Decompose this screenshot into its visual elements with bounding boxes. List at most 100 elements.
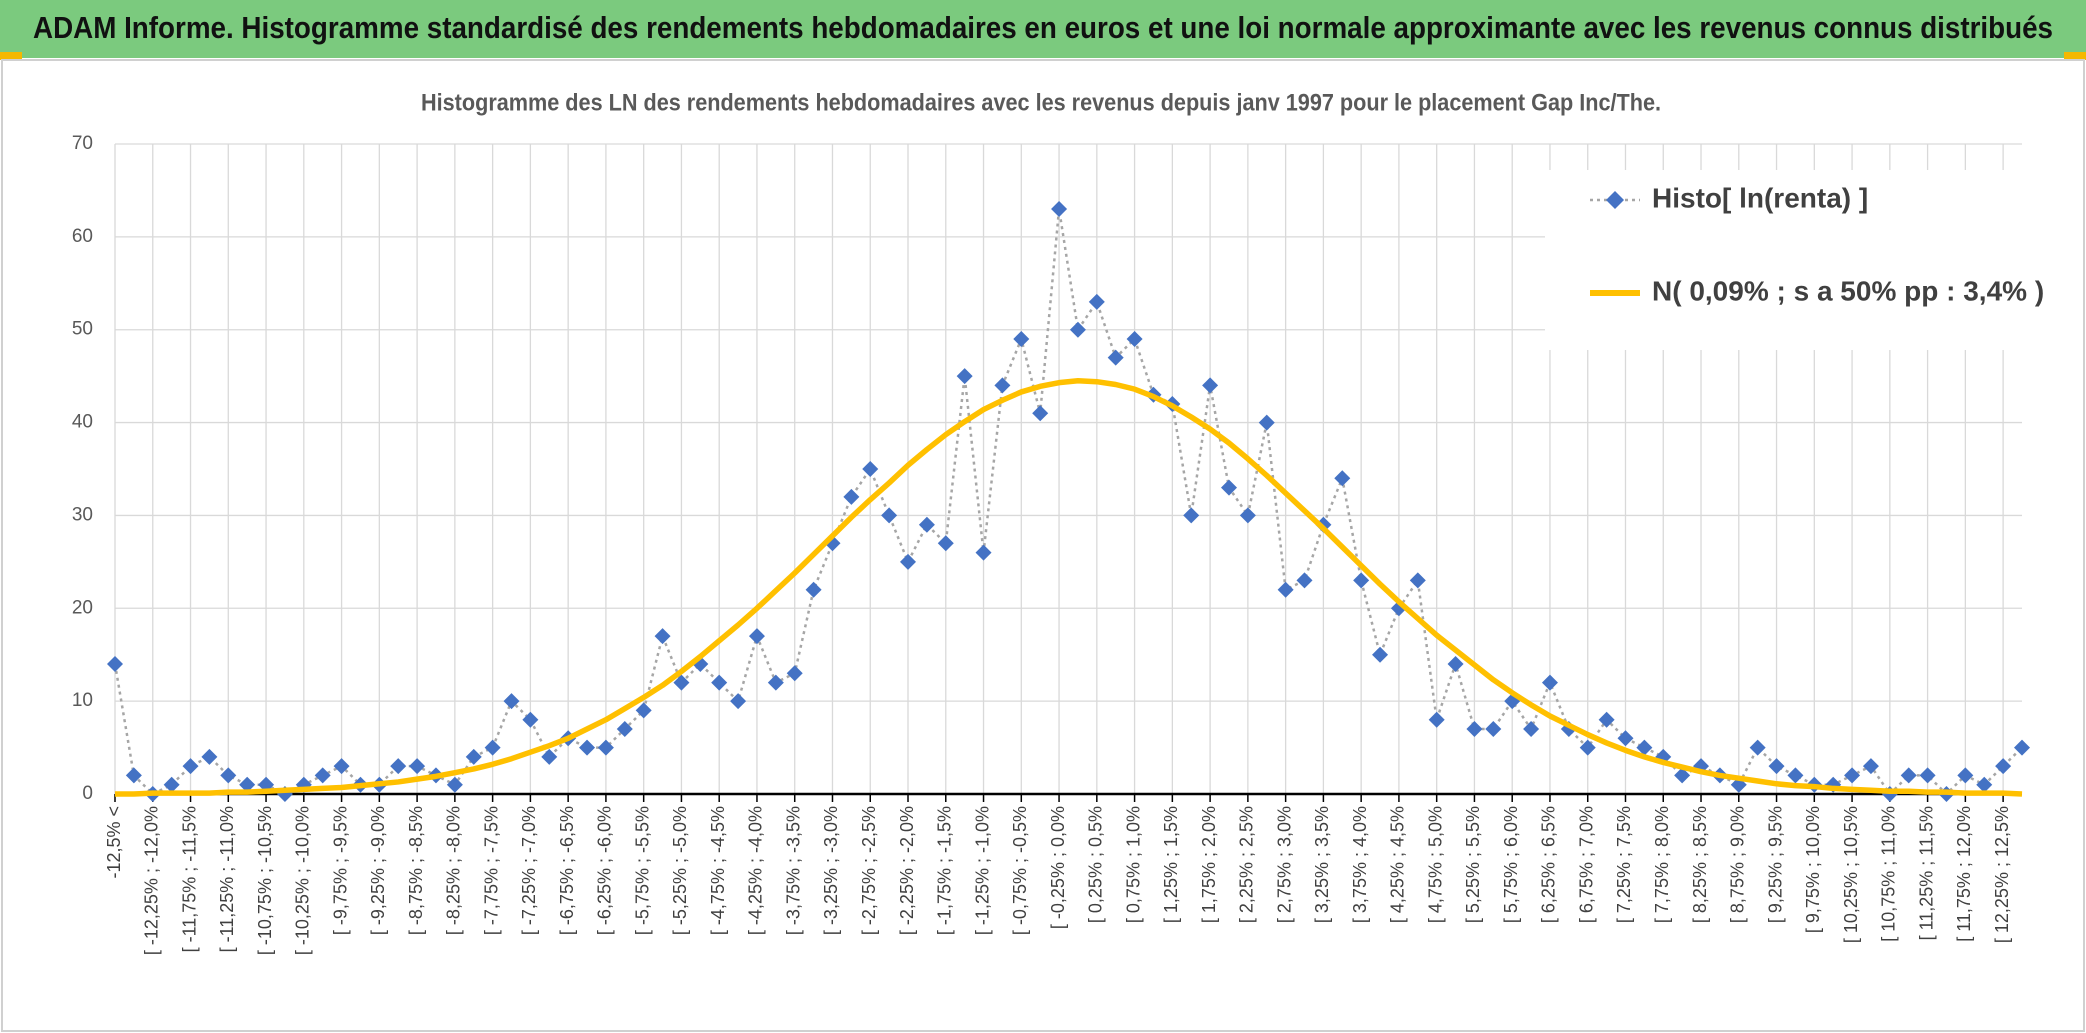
x-tick-label: [ 11,25% ; 11,5% [1916,806,1936,940]
marker [541,748,558,765]
marker [333,758,350,775]
marker [1976,776,1993,793]
marker [730,693,747,710]
marker [786,665,803,682]
x-tick-label: [ 9,25% ; 9,5% [1765,806,1785,923]
x-tick-label: [ -3,25% ; -3,0% [821,806,841,935]
marker [220,767,237,784]
x-tick-label: [ 5,25% ; 5,5% [1463,806,1483,923]
marker [616,721,633,737]
marker [805,581,822,598]
x-tick-label: [ -6,75% ; -6,5% [557,806,577,935]
x-tick-label: [ -2,75% ; -2,5% [859,806,879,935]
marker [1183,507,1200,524]
x-tick-label: [ -5,25% ; -5,0% [670,806,690,935]
x-tick-label: [ -0,25% ; 0,0% [1048,806,1068,929]
x-tick-label: [ 6,25% ; 6,5% [1539,806,1559,923]
marker [767,674,784,691]
marker [1862,758,1879,775]
marker [182,758,199,775]
x-tick-label: [ -11,25% ; -11,0% [217,806,237,952]
marker [1749,739,1766,756]
marker [484,739,501,756]
marker [673,674,690,691]
chart-title: Histogramme des LN des rendements hebdom… [421,89,1661,116]
marker [1428,711,1445,728]
marker [1523,721,1540,737]
marker [994,377,1011,394]
marker [1466,721,1483,737]
x-tick-label: [ -0,75% ; -0,5% [1010,806,1030,935]
x-tick-label: [ 3,75% ; 4,0% [1350,806,1370,923]
x-tick-label: [ 4,25% ; 4,5% [1388,806,1408,923]
marker [1598,711,1615,728]
x-tick-label: [ -4,75% ; -4,5% [708,806,728,935]
x-tick-label: [ -11,75% ; -11,5% [179,806,199,952]
marker [1088,293,1105,310]
x-tick-label: [ -12,25% ; -12,0% [142,806,162,955]
x-tick-label: [ -8,25% ; -8,0% [444,806,464,935]
x-tick-label: [ -1,75% ; -1,5% [935,806,955,935]
marker [1051,201,1068,217]
marker [918,516,935,533]
marker [2014,739,2030,756]
marker [1372,646,1389,663]
x-tick-label: [ 0,75% ; 1,0% [1123,806,1143,923]
x-tick-label: [ 4,75% ; 5,0% [1425,806,1445,923]
marker [597,739,614,756]
marker [503,693,520,710]
marker [1202,377,1219,394]
marker [1541,674,1558,691]
x-tick-label: [ 6,75% ; 7,0% [1576,806,1596,923]
x-tick-label: [ 5,75% ; 6,0% [1501,806,1521,923]
x-tick-label: [ 1,25% ; 1,5% [1161,806,1181,923]
marker [1220,479,1237,496]
marker [1107,349,1124,366]
marker [900,553,917,570]
x-tick-label: [ 9,75% ; 10,0% [1803,806,1823,933]
chart-border [1,59,2085,1032]
x-tick-label: [ 1,75% ; 2,0% [1199,806,1219,923]
y-tick-label: 50 [72,319,93,340]
page-title: ADAM Informe. Histogramme standardisé de… [33,10,2053,45]
legend-label: Histo[ ln(renta) ] [1652,182,1868,213]
x-tick-label: [ 2,75% ; 3,0% [1274,806,1294,923]
marker [1032,405,1049,422]
marker [1258,414,1275,431]
marker [1674,767,1691,784]
marker [881,507,898,524]
x-tick-label: [ -7,75% ; -7,5% [481,806,501,935]
marker [635,702,652,719]
y-tick-label: 0 [82,783,93,804]
marker [1296,572,1313,589]
marker [446,776,463,793]
marker [1353,572,1370,589]
marker [1126,331,1143,347]
marker [1579,739,1596,756]
corner-mark [0,52,22,60]
x-tick-label: [ -10,25% ; -10,0% [293,806,313,955]
marker [975,544,992,561]
x-tick-label: [ 12,25% ; 12,5% [1992,806,2012,943]
marker [843,488,860,505]
x-tick-label: [ 10,25% ; 10,5% [1841,806,1861,943]
x-tick-label: [ -3,75% ; -3,5% [783,806,803,935]
marker [522,711,539,728]
marker [314,767,331,784]
marker [201,748,218,765]
marker [163,776,180,793]
legend-marker [1606,191,1624,209]
x-tick-label: [ -6,25% ; -6,0% [595,806,615,935]
marker [1957,767,1974,784]
marker [125,767,142,784]
x-tick-label: [ 0,25% ; 0,5% [1086,806,1106,923]
marker [711,674,728,691]
marker [1334,470,1351,487]
marker [1844,767,1861,784]
marker [390,758,407,775]
x-tick-label: [ 8,75% ; 9,0% [1728,806,1748,923]
x-tick-label: [ -9,75% ; -9,5% [330,806,350,935]
corner-mark [2064,52,2086,60]
series-line [115,378,2023,797]
marker [1013,331,1030,347]
